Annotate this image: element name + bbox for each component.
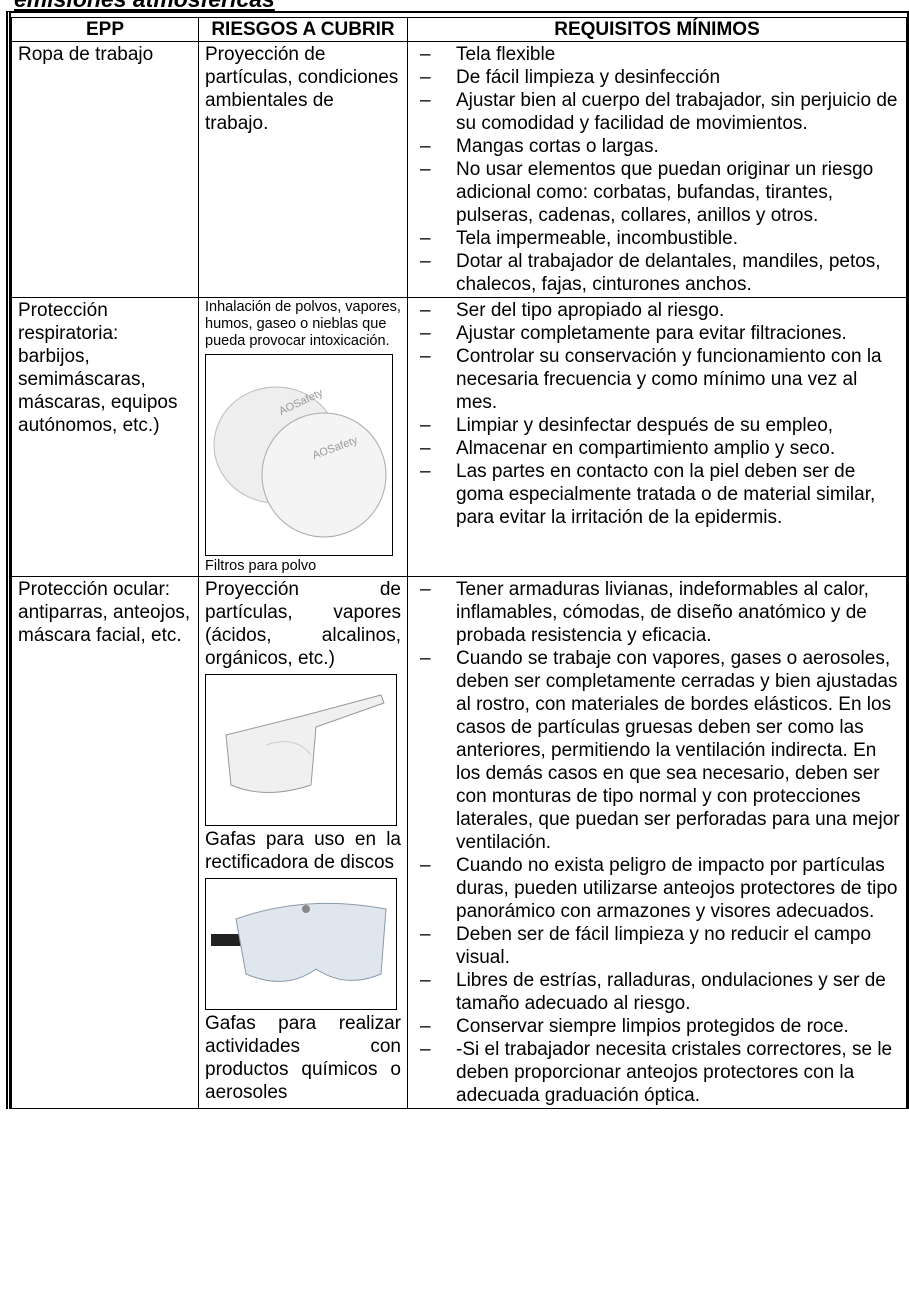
epp-table: EPP RIESGOS A CUBRIR REQUISITOS MÍNIMOS Ro…	[11, 17, 907, 1109]
requisito: Cuando se trabaje con vapores, gases o a…	[414, 647, 900, 854]
table-frame: EPP RIESGOS A CUBRIR REQUISITOS MÍNIMOS Ro…	[6, 11, 909, 1109]
requisito: Tener armaduras livianas, indeformables …	[414, 578, 900, 647]
requisito: Ajustar completamente para evitar filtra…	[414, 322, 900, 345]
requisito: Controlar su conservación y funcionamien…	[414, 345, 900, 414]
requisito: Libres de estrías, ralladuras, ondulacio…	[414, 969, 900, 1015]
glasses-image	[205, 674, 397, 826]
image-caption: Filtros para polvo	[205, 558, 317, 574]
requisito: Las partes en contacto con la piel deben…	[414, 460, 900, 529]
riesgos-cell: Proyección de partículas, vapores (ácido…	[198, 576, 408, 1109]
riesgo-text: Inhalación de polvos, vapores, humos, ga…	[205, 299, 401, 349]
requisito: Limpiar y desinfectar después de su empl…	[414, 414, 900, 437]
requisito: Dotar al trabajador de delantales, mandi…	[414, 250, 900, 296]
header-row: EPP RIESGOS A CUBRIR REQUISITOS MÍNIMOS	[11, 17, 907, 42]
requisito: Tela flexible	[414, 43, 900, 66]
riesgos-cell: Inhalación de polvos, vapores, humos, ga…	[198, 297, 408, 577]
goggles-image	[205, 878, 397, 1010]
riesgo-text: Proyección de partículas, condiciones am…	[205, 44, 399, 134]
requisitos-list: Tela flexibleDe fácil limpieza y desinfe…	[414, 43, 900, 296]
requisito: No usar elementos que puedan originar un…	[414, 158, 900, 227]
row: Ropa de trabajo Proyección de partículas,…	[11, 41, 907, 298]
requisito: Almacenar en compartimiento amplio y sec…	[414, 437, 900, 460]
requisitos-cell: Ser del tipo apropiado al riesgo.Ajustar…	[407, 297, 907, 577]
requisitos-cell: Tener armaduras livianas, indeformables …	[407, 576, 907, 1109]
row: Protección ocular: antiparras, anteojos,…	[11, 576, 907, 1109]
requisito: Deben ser de fácil limpieza y no reducir…	[414, 923, 900, 969]
requisitos-list: Ser del tipo apropiado al riesgo.Ajustar…	[414, 299, 900, 529]
image-caption: Gafas para uso en la rectificadora de di…	[205, 829, 401, 873]
header-cell: RIESGOS A CUBRIR	[198, 17, 408, 42]
title: emisiones atmosféricas	[14, 0, 275, 13]
requisito: Mangas cortas o largas.	[414, 135, 900, 158]
requisito: Cuando no exista peligro de impacto por …	[414, 854, 900, 923]
requisito: -Si el trabajador necesita cristales cor…	[414, 1038, 900, 1107]
requisito: De fácil limpieza y desinfección	[414, 66, 900, 89]
epp-cell: Ropa de trabajo	[11, 41, 199, 298]
requisitos-cell: Tela flexibleDe fácil limpieza y desinfe…	[407, 41, 907, 298]
requisito: Ser del tipo apropiado al riesgo.	[414, 299, 900, 322]
image-caption: Gafas para realizar actividades con prod…	[205, 1013, 401, 1103]
row: Protección respiratoria: barbijos, semim…	[11, 297, 907, 577]
requisito: Conservar siempre limpios protegidos de …	[414, 1015, 900, 1038]
requisitos-list: Tener armaduras livianas, indeformables …	[414, 578, 900, 1107]
riesgo-text: Proyección de partículas, vapores (ácido…	[205, 579, 401, 669]
header-cell: REQUISITOS MÍNIMOS	[407, 17, 907, 42]
epp-cell: Protección respiratoria: barbijos, semim…	[11, 297, 199, 577]
requisito: Ajustar bien al cuerpo del trabajador, s…	[414, 89, 900, 135]
epp-cell: Protección ocular: antiparras, anteojos,…	[11, 576, 199, 1109]
header-cell: EPP	[11, 17, 199, 42]
requisito: Tela impermeable, incombustible.	[414, 227, 900, 250]
riesgos-cell: Proyección de partículas, condiciones am…	[198, 41, 408, 298]
